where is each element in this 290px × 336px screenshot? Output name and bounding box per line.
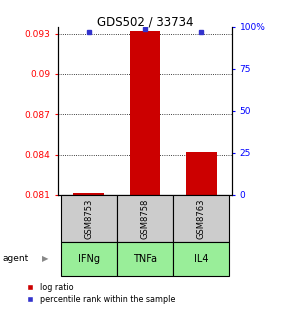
- Text: TNFa: TNFa: [133, 254, 157, 264]
- Bar: [130, 31, 160, 195]
- Bar: [61, 242, 117, 276]
- Bar: [173, 195, 229, 242]
- Bar: [61, 195, 117, 242]
- Text: GSM8763: GSM8763: [197, 198, 206, 239]
- Bar: [117, 242, 173, 276]
- Bar: [186, 152, 217, 195]
- Text: GSM8753: GSM8753: [84, 198, 93, 239]
- Bar: [117, 195, 173, 242]
- Text: ▶: ▶: [42, 254, 48, 263]
- Bar: [73, 193, 104, 195]
- Text: IL4: IL4: [194, 254, 209, 264]
- Bar: [173, 242, 229, 276]
- Text: agent: agent: [3, 254, 29, 263]
- Text: IFNg: IFNg: [78, 254, 100, 264]
- Legend: log ratio, percentile rank within the sample: log ratio, percentile rank within the sa…: [27, 283, 175, 304]
- Text: GSM8758: GSM8758: [140, 198, 150, 239]
- Text: GDS502 / 33734: GDS502 / 33734: [97, 15, 193, 28]
